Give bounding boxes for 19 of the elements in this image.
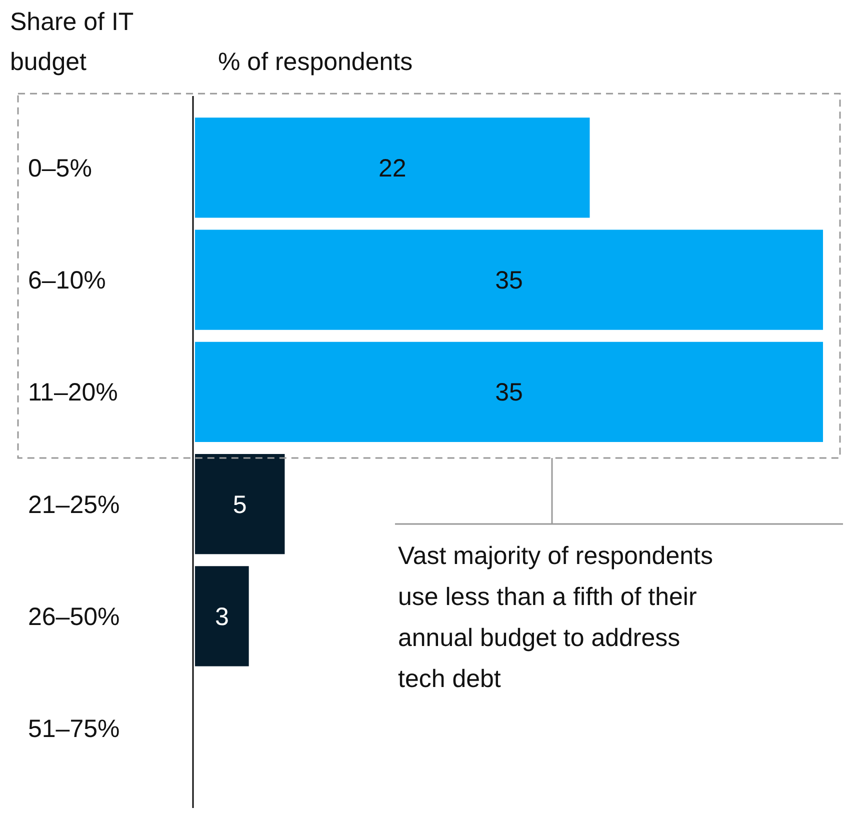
- bar: [195, 230, 823, 330]
- data-label: 3: [214, 602, 229, 631]
- x-axis-title: % of respondents: [218, 48, 413, 76]
- data-label: 35: [495, 378, 523, 407]
- bar: [195, 118, 590, 218]
- y-tick-label: 6–10%: [28, 266, 106, 295]
- y-tick-label: 21–25%: [28, 490, 120, 519]
- bar: [195, 454, 285, 554]
- annotation: Vast majority of respondents use less than a fifth of their annual budget to address tech debt: [398, 542, 713, 693]
- y-axis-title: Share of IT budget: [10, 8, 134, 76]
- data-label: 22: [378, 154, 406, 182]
- bar: [195, 566, 249, 666]
- data-label: 35: [495, 266, 523, 295]
- y-tick-label: 0–5%: [28, 154, 92, 182]
- y-tick-label: 26–50%: [28, 602, 120, 631]
- bar: [195, 342, 823, 442]
- y-tick-label: 51–75%: [28, 715, 120, 744]
- data-label: 5: [232, 490, 247, 519]
- y-tick-label: 11–20%: [28, 378, 118, 407]
